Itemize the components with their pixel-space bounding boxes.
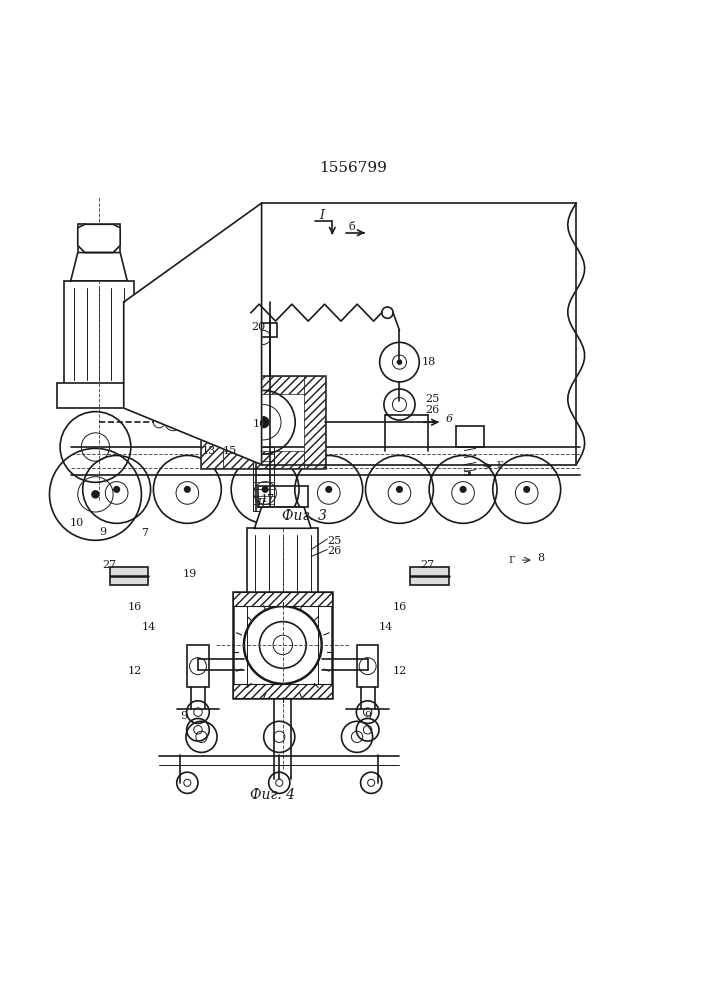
Text: 16: 16 bbox=[253, 419, 267, 429]
Text: 9: 9 bbox=[364, 711, 371, 721]
Circle shape bbox=[276, 779, 283, 786]
Circle shape bbox=[114, 487, 119, 492]
Text: Г: Г bbox=[496, 461, 503, 470]
Text: 6: 6 bbox=[445, 414, 452, 424]
Text: 26: 26 bbox=[426, 405, 440, 415]
Polygon shape bbox=[71, 253, 127, 281]
Bar bbox=[57, 383, 141, 408]
Text: 25: 25 bbox=[327, 536, 341, 546]
Bar bbox=[233, 592, 332, 698]
Text: 20: 20 bbox=[251, 322, 265, 332]
Text: б: б bbox=[349, 222, 356, 232]
Circle shape bbox=[326, 487, 332, 492]
Bar bbox=[201, 376, 325, 468]
Text: Г: Г bbox=[508, 556, 515, 565]
Text: 7: 7 bbox=[141, 528, 148, 538]
Bar bbox=[64, 281, 134, 387]
Text: 27: 27 bbox=[103, 560, 117, 570]
Text: 13: 13 bbox=[201, 446, 216, 456]
Bar bbox=[212, 320, 230, 362]
Text: 14: 14 bbox=[378, 622, 392, 632]
Text: 14: 14 bbox=[141, 622, 156, 632]
Text: 9: 9 bbox=[99, 527, 106, 537]
Text: 16: 16 bbox=[127, 602, 141, 612]
Bar bbox=[110, 567, 148, 585]
Text: 5: 5 bbox=[463, 468, 470, 478]
Text: 10: 10 bbox=[69, 518, 83, 528]
Circle shape bbox=[185, 487, 190, 492]
Text: 1556799: 1556799 bbox=[320, 161, 387, 175]
Polygon shape bbox=[124, 203, 262, 465]
Text: Фиг. 3: Фиг. 3 bbox=[281, 509, 327, 523]
Text: 18: 18 bbox=[422, 357, 436, 367]
Circle shape bbox=[262, 487, 268, 492]
Circle shape bbox=[397, 487, 402, 492]
Polygon shape bbox=[255, 507, 311, 528]
Bar bbox=[233, 684, 332, 698]
Text: I: I bbox=[319, 209, 325, 222]
Bar bbox=[233, 592, 332, 606]
Bar bbox=[304, 376, 325, 468]
Circle shape bbox=[153, 417, 165, 428]
Circle shape bbox=[184, 779, 191, 786]
Circle shape bbox=[240, 307, 251, 318]
Polygon shape bbox=[78, 224, 120, 253]
Bar bbox=[258, 486, 308, 507]
Text: 15: 15 bbox=[223, 446, 237, 456]
Bar bbox=[223, 451, 304, 468]
Text: 12: 12 bbox=[392, 666, 407, 676]
Bar bbox=[78, 224, 120, 253]
Circle shape bbox=[92, 491, 99, 498]
Bar bbox=[252, 447, 274, 511]
Circle shape bbox=[257, 417, 269, 428]
Bar bbox=[357, 645, 378, 687]
Text: 26: 26 bbox=[327, 546, 341, 556]
Text: 25: 25 bbox=[426, 394, 440, 404]
Circle shape bbox=[524, 487, 530, 492]
Text: Фиг. 4: Фиг. 4 bbox=[250, 788, 295, 802]
Bar bbox=[223, 376, 304, 394]
Text: 9: 9 bbox=[180, 711, 187, 721]
Text: 16: 16 bbox=[392, 602, 407, 612]
Text: 8: 8 bbox=[537, 553, 544, 563]
Bar bbox=[249, 323, 277, 337]
Bar bbox=[456, 426, 484, 447]
Circle shape bbox=[368, 779, 375, 786]
Text: 19: 19 bbox=[182, 569, 197, 579]
Bar bbox=[247, 606, 318, 684]
Bar bbox=[247, 528, 318, 599]
Text: 17: 17 bbox=[260, 494, 274, 504]
Bar bbox=[212, 320, 230, 362]
Text: II: II bbox=[257, 498, 267, 511]
Circle shape bbox=[460, 487, 466, 492]
Bar bbox=[201, 376, 223, 468]
Bar bbox=[187, 645, 209, 687]
Bar bbox=[410, 567, 449, 585]
Circle shape bbox=[397, 360, 402, 364]
Text: 27: 27 bbox=[421, 560, 435, 570]
Text: 12: 12 bbox=[127, 666, 141, 676]
